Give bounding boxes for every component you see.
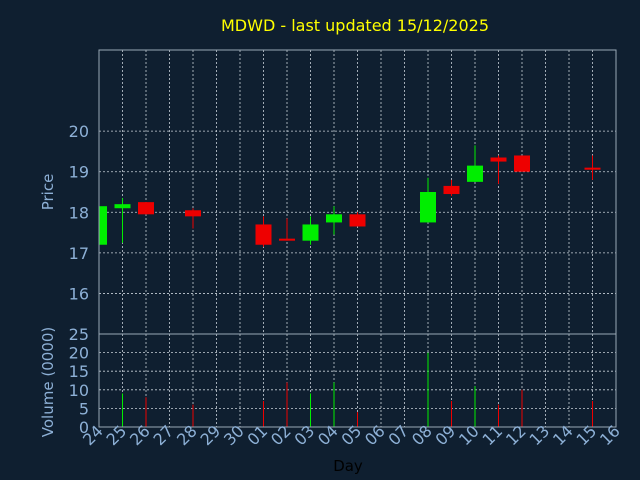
candle-body xyxy=(255,224,272,245)
candle-body xyxy=(99,206,107,245)
candle-body xyxy=(326,214,342,223)
volume-tick-label: 5 xyxy=(79,399,89,418)
candle-body xyxy=(467,165,483,182)
volume-tick-label: 0 xyxy=(79,418,89,437)
candle-body xyxy=(514,155,530,172)
volume-tick-label: 15 xyxy=(69,362,89,381)
candle-body xyxy=(490,157,507,162)
price-tick-label: 19 xyxy=(69,163,89,182)
candle-body xyxy=(349,214,366,227)
price-tick-label: 17 xyxy=(69,244,89,263)
candle-body xyxy=(443,185,460,195)
candle-body xyxy=(584,167,601,170)
price-axis-label: Price xyxy=(39,174,57,211)
volume-tick-label: 20 xyxy=(69,344,89,363)
candle-body xyxy=(114,204,131,209)
volume-axis-label: Volume (0000) xyxy=(39,327,57,437)
candle-body xyxy=(185,210,201,217)
x-axis-label: Day xyxy=(333,457,363,475)
chart-title: MDWD - last updated 15/12/2025 xyxy=(221,16,489,35)
price-tick-label: 16 xyxy=(69,284,89,303)
frame-layer xyxy=(98,49,617,428)
volume-panel-frame xyxy=(98,333,617,428)
volume-tick-label: 25 xyxy=(69,325,89,344)
price-tick-label: 20 xyxy=(69,122,89,141)
candle-body xyxy=(138,202,154,215)
volume-tick-label: 10 xyxy=(69,381,89,400)
candle-body xyxy=(420,192,436,223)
price-tick-label: 18 xyxy=(69,203,89,222)
candle-body xyxy=(302,224,319,241)
candle-body xyxy=(279,238,295,241)
